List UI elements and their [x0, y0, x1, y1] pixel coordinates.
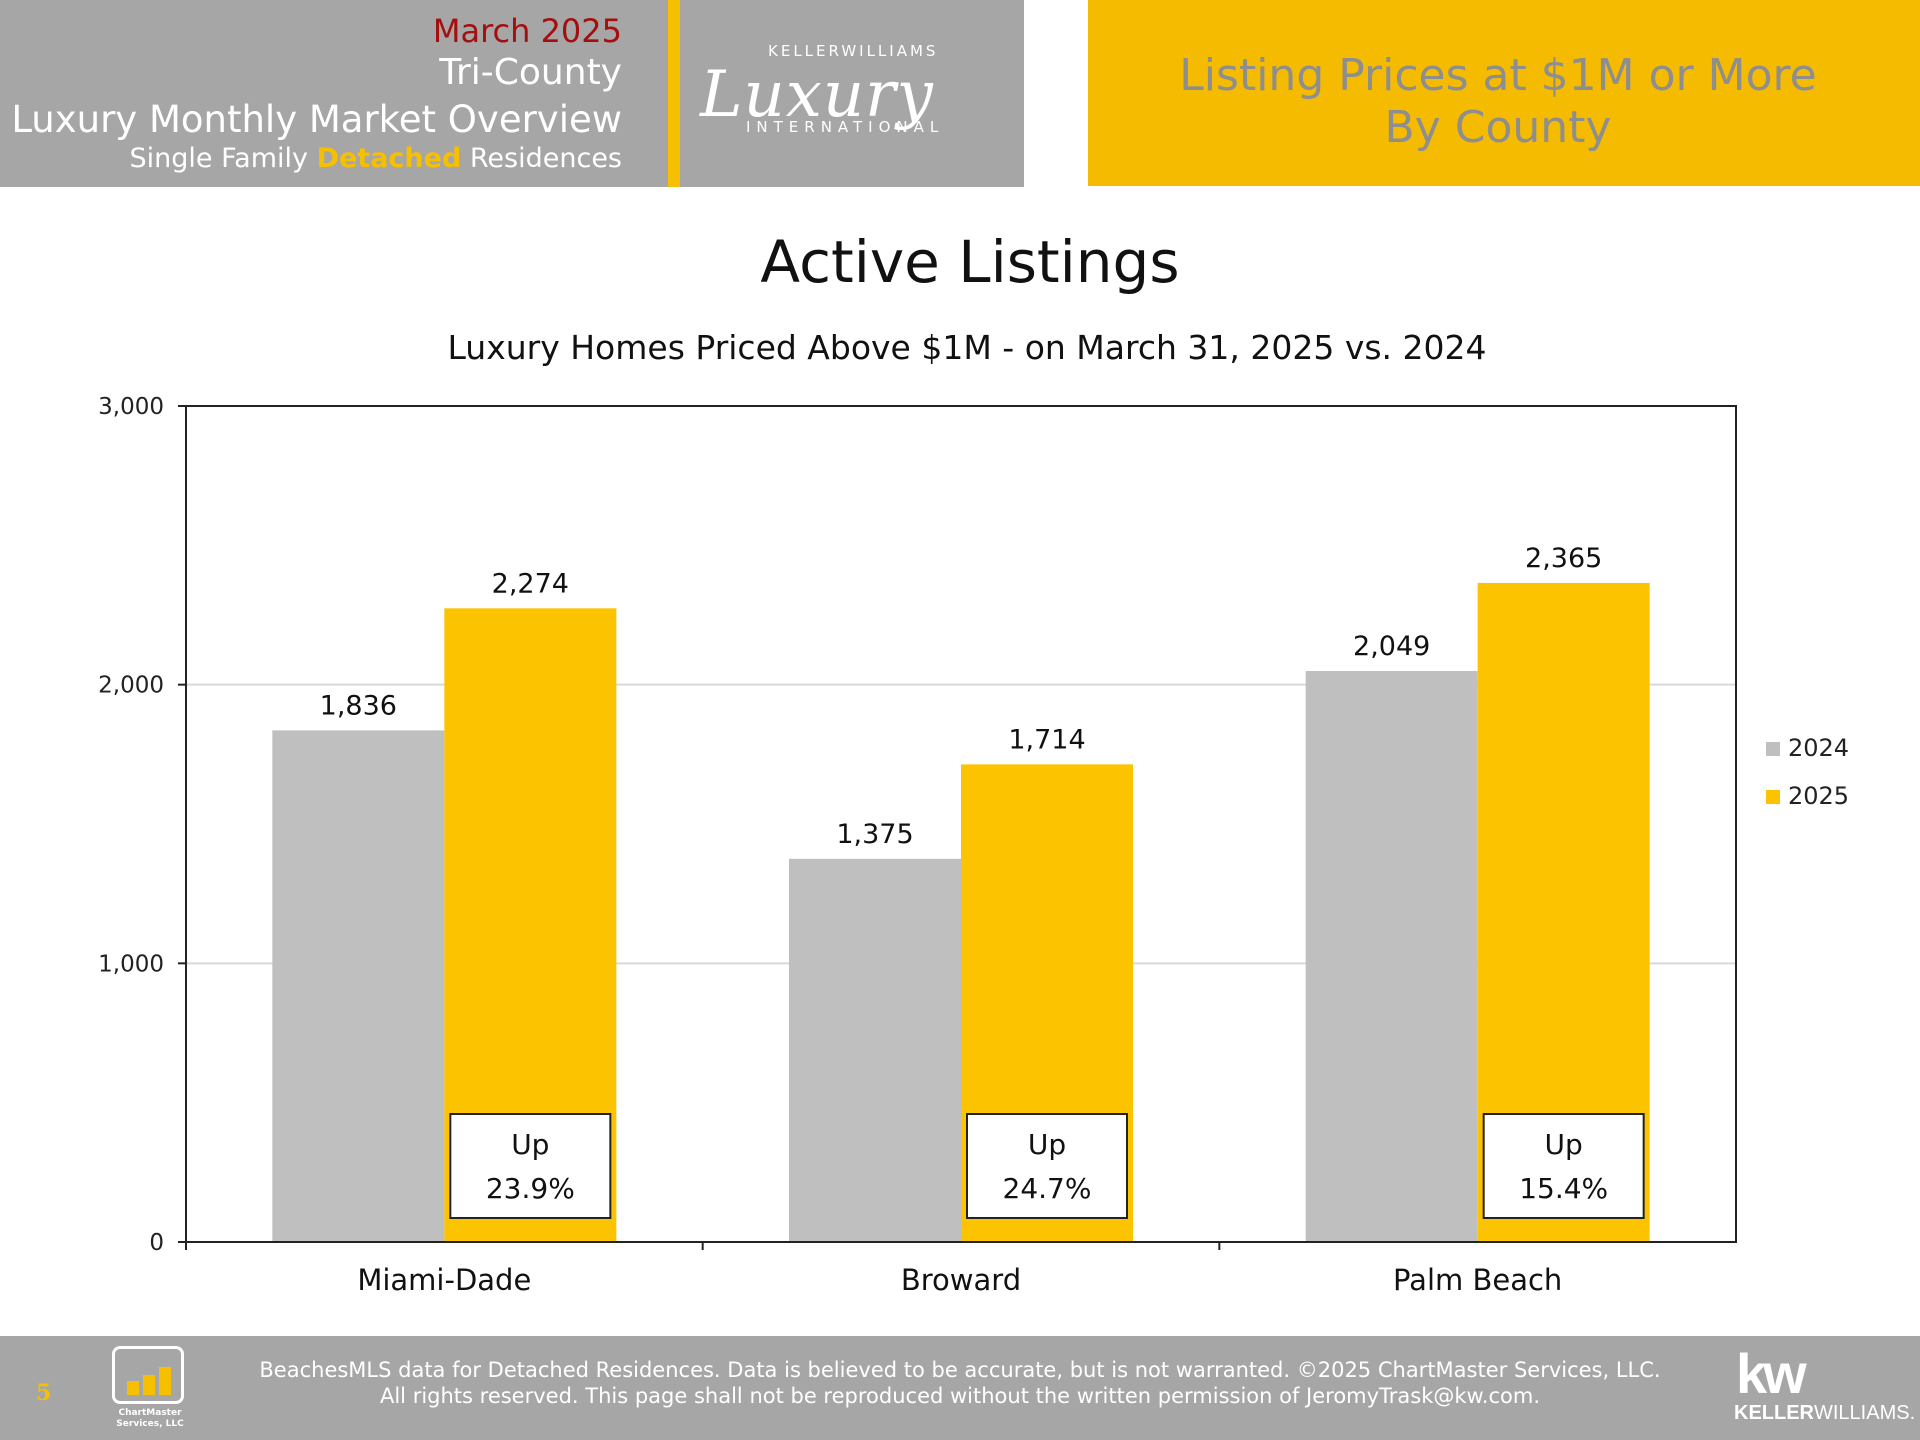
footer-disclaimer-line-2: All rights reserved. This page shall not…: [379, 1384, 1541, 1408]
change-annotation-percent: 15.4%: [1519, 1172, 1608, 1205]
property-type-prefix: Single Family: [129, 143, 317, 174]
y-tick-label: 1,000: [98, 951, 164, 977]
change-annotation-direction: Up: [1545, 1128, 1583, 1161]
kw-name-rest: WILLIAMS.: [1814, 1402, 1916, 1424]
logo-subtitle-text: INTERNATIONAL: [746, 118, 945, 136]
header-title-block: March 2025 Tri-County Luxury Monthly Mar…: [0, 0, 668, 187]
report-month: March 2025: [432, 12, 622, 50]
kw-logo: kw: [1736, 1342, 1807, 1405]
header-divider: [668, 0, 680, 187]
data-label: 1,836: [320, 690, 397, 721]
property-type-line: Single Family Detached Residences: [130, 143, 622, 174]
change-annotation-percent: 24.7%: [1003, 1172, 1092, 1205]
legend-swatch: [1766, 742, 1780, 756]
change-annotation-box: [966, 1113, 1128, 1219]
chartmaster-logo-icon: [112, 1346, 184, 1404]
legend-swatch: [1766, 790, 1780, 804]
change-annotation-box: [1482, 1113, 1645, 1219]
bar-2024: [272, 730, 445, 1242]
data-label: 2,049: [1353, 631, 1430, 662]
topic-line-1: Listing Prices at $1M or More: [1179, 50, 1817, 101]
data-label: 2,274: [492, 568, 569, 599]
chart-title: Active Listings: [760, 228, 1180, 296]
kw-luxury-logo: KELLERWILLIAMS Luxury INTERNATIONAL: [680, 0, 1024, 187]
data-label: 2,365: [1525, 543, 1602, 574]
bar-2024: [789, 858, 961, 1242]
data-label: 1,375: [836, 819, 913, 850]
legend-label: 2025: [1788, 782, 1849, 810]
change-annotation-box: [449, 1113, 612, 1219]
x-category-label: Broward: [901, 1263, 1021, 1297]
y-tick-label: 2,000: [98, 673, 164, 699]
logo-script-text: Luxury: [700, 58, 934, 132]
property-type-suffix: Residences: [461, 143, 622, 174]
legend-label: 2024: [1788, 734, 1849, 762]
x-category-label: Palm Beach: [1393, 1263, 1562, 1297]
kw-name-bold: KELLER: [1734, 1402, 1814, 1424]
kw-name: KELLERWILLIAMS.: [1734, 1402, 1915, 1425]
change-annotation-direction: Up: [1028, 1128, 1066, 1161]
y-tick-label: 3,000: [98, 394, 164, 420]
data-label: 1,714: [1008, 724, 1085, 755]
x-category-label: Miami-Dade: [357, 1263, 531, 1297]
report-overview-title: Luxury Monthly Market Overview: [11, 98, 622, 141]
change-annotation-direction: Up: [511, 1128, 549, 1161]
property-type-highlight: Detached: [316, 143, 462, 174]
header-topic-banner: Listing Prices at $1M or More By County: [1088, 0, 1920, 186]
change-annotation-percent: 23.9%: [486, 1172, 575, 1205]
chartmaster-bars-icon: [127, 1367, 173, 1395]
bar-2024: [1305, 671, 1478, 1242]
chart-subtitle: Luxury Homes Priced Above $1M - on March…: [447, 328, 1487, 367]
report-region: Tri-County: [439, 52, 622, 93]
plot-area-frame: [185, 405, 1737, 1243]
page-number: 5: [36, 1380, 52, 1406]
topic-line-2: By County: [1384, 102, 1612, 153]
chartmaster-name: ChartMaster Services, LLC: [116, 1408, 184, 1429]
y-tick-label: 0: [149, 1230, 164, 1256]
footer-disclaimer-line-1: BeachesMLS data for Detached Residences.…: [259, 1358, 1661, 1382]
footer: 5 ChartMaster Services, LLC BeachesMLS d…: [0, 1336, 1920, 1440]
logo-brand-text: KELLERWILLIAMS: [768, 42, 939, 60]
